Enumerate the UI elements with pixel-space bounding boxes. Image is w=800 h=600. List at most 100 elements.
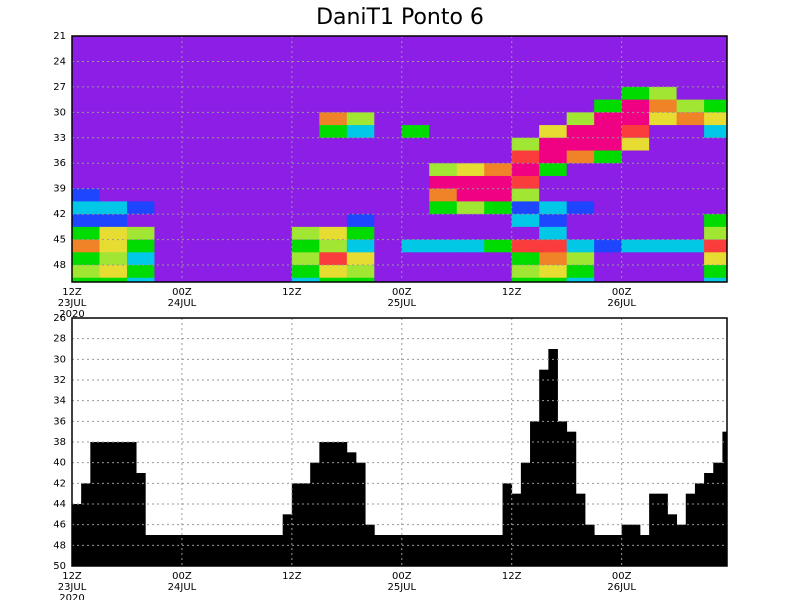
heat-cell bbox=[429, 226, 458, 241]
bar bbox=[282, 514, 293, 566]
heat-cell bbox=[594, 265, 623, 279]
heat-cell bbox=[484, 61, 513, 75]
bar bbox=[484, 535, 494, 566]
heat-cell bbox=[594, 74, 623, 88]
heat-cell bbox=[484, 137, 513, 152]
bar bbox=[530, 421, 540, 566]
heat-cell bbox=[539, 125, 568, 139]
heat-cell bbox=[539, 214, 568, 228]
x-tick-label: 00Z bbox=[392, 287, 412, 298]
heat-cell bbox=[374, 265, 403, 279]
heat-cell bbox=[236, 61, 265, 75]
heat-cell bbox=[264, 36, 293, 50]
heat-cell bbox=[704, 99, 727, 113]
bar bbox=[172, 535, 183, 566]
heat-cell bbox=[456, 137, 485, 152]
heat-cell bbox=[704, 61, 727, 75]
heat-cell bbox=[511, 86, 540, 101]
bar bbox=[163, 535, 174, 566]
heat-cell bbox=[319, 61, 348, 75]
heat-cell bbox=[291, 112, 320, 126]
heat-cell bbox=[72, 277, 100, 282]
heat-cell bbox=[566, 252, 595, 266]
heat-cell bbox=[99, 175, 128, 190]
heat-cell bbox=[429, 86, 458, 101]
heat-cell bbox=[154, 226, 183, 241]
heat-cell bbox=[539, 74, 568, 88]
heat-cell bbox=[484, 175, 513, 190]
heat-cell bbox=[566, 150, 595, 164]
heat-cell bbox=[126, 214, 155, 228]
heat-cell bbox=[72, 239, 100, 253]
heat-cell bbox=[99, 265, 128, 279]
y-tick-label: 39 bbox=[53, 184, 66, 195]
heat-cell bbox=[99, 125, 128, 139]
heat-cell bbox=[72, 125, 100, 139]
heat-cell bbox=[429, 125, 458, 139]
heat-cell bbox=[126, 265, 155, 279]
heat-cell bbox=[99, 86, 128, 101]
heat-cell bbox=[649, 48, 678, 62]
y-tick-label: 30 bbox=[53, 354, 66, 365]
y-tick-label: 46 bbox=[53, 520, 66, 531]
heat-cell bbox=[484, 188, 513, 202]
heat-cell bbox=[594, 99, 623, 113]
heat-cell bbox=[209, 99, 238, 113]
heat-cell bbox=[484, 252, 513, 266]
heat-cell bbox=[209, 188, 238, 202]
heat-cell bbox=[704, 112, 727, 126]
heat-cell bbox=[621, 74, 650, 88]
heat-cell bbox=[154, 239, 183, 253]
heat-cell bbox=[346, 61, 375, 75]
bar bbox=[319, 442, 329, 566]
heat-cell bbox=[291, 175, 320, 190]
heat-cell bbox=[291, 74, 320, 88]
heat-cell bbox=[319, 277, 348, 282]
heat-cell bbox=[401, 265, 430, 279]
x-tick-label: 12Z bbox=[282, 571, 302, 582]
x-tick-label: 23JUL bbox=[58, 582, 87, 593]
heat-cell bbox=[456, 265, 485, 279]
heat-cell bbox=[511, 239, 540, 253]
heat-cell bbox=[126, 99, 155, 113]
bar bbox=[383, 535, 394, 566]
heat-cell bbox=[456, 175, 485, 190]
heat-cell bbox=[704, 125, 727, 139]
heat-cell bbox=[566, 36, 595, 50]
bar bbox=[90, 442, 100, 566]
bar bbox=[145, 535, 155, 566]
heat-cell bbox=[209, 74, 238, 88]
heat-cell bbox=[291, 137, 320, 152]
heat-cell bbox=[374, 188, 403, 202]
x-tick-label: 12Z bbox=[62, 571, 82, 582]
bar bbox=[557, 421, 568, 566]
heat-cell bbox=[374, 112, 403, 126]
y-tick-label: 48 bbox=[53, 260, 66, 271]
bar bbox=[392, 535, 403, 566]
heat-cell bbox=[484, 86, 513, 101]
heat-cell bbox=[704, 201, 727, 215]
heat-cell bbox=[676, 112, 705, 126]
heat-cell bbox=[126, 48, 155, 62]
heat-cell bbox=[209, 265, 238, 279]
bar bbox=[374, 535, 384, 566]
heat-cell bbox=[291, 61, 320, 75]
x-tick-label: 00Z bbox=[612, 287, 632, 298]
heat-cell bbox=[484, 239, 513, 253]
heat-cell bbox=[264, 163, 293, 177]
heat-cell bbox=[181, 252, 210, 266]
heat-cell bbox=[621, 163, 650, 177]
heat-cell bbox=[511, 265, 540, 279]
heat-cell bbox=[594, 214, 623, 228]
heat-cell bbox=[401, 48, 430, 62]
heat-cell bbox=[72, 150, 100, 164]
heat-cell bbox=[539, 163, 568, 177]
heat-cell bbox=[72, 252, 100, 266]
heat-cell bbox=[621, 252, 650, 266]
heat-cell bbox=[154, 252, 183, 266]
y-tick-label: 26 bbox=[53, 313, 66, 324]
heat-cell bbox=[621, 112, 650, 126]
heat-cell bbox=[429, 214, 458, 228]
heat-cell bbox=[264, 265, 293, 279]
heat-cell bbox=[566, 99, 595, 113]
